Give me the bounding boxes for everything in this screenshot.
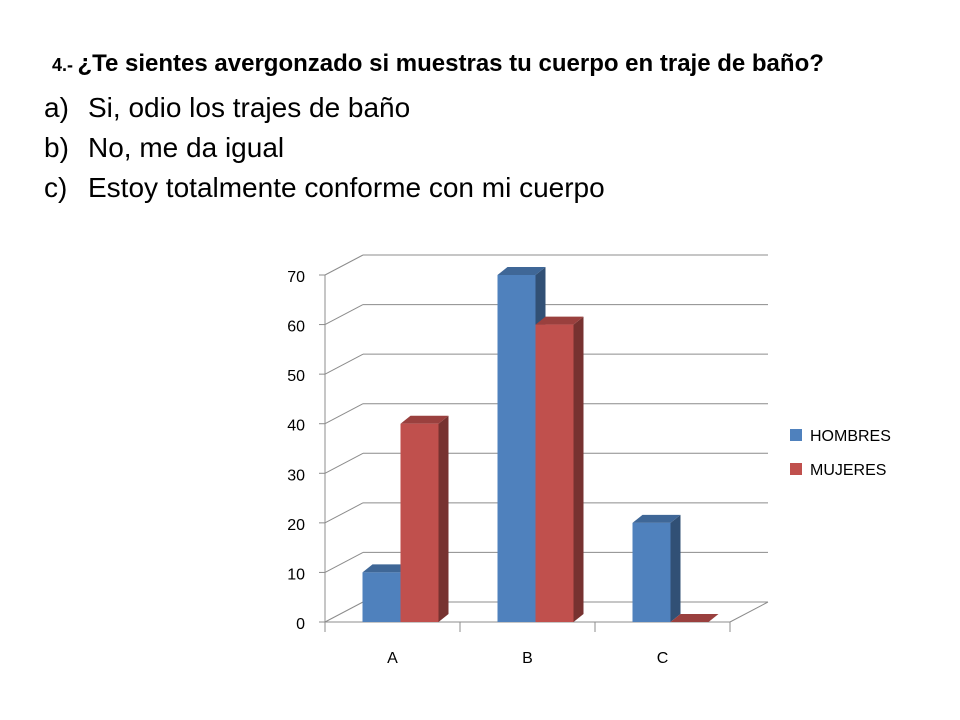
y-tick-label: 0 [296,616,305,633]
legend-label: HOMBRES [810,428,891,445]
bar [362,572,401,622]
x-tick-label: A [387,650,398,667]
option-text: Estoy totalmente conforme con mi cuerpo [88,172,605,203]
x-tick-label: C [657,650,669,667]
bar [497,275,536,622]
bar-side [438,415,449,622]
y-tick-label: 70 [287,269,305,286]
question-text: ¿Te sientes avergonzado si muestras tu c… [77,50,824,77]
bar-side [573,316,584,622]
option-b: b) No, me da igual [44,128,605,168]
y-tick-label: 50 [287,368,305,385]
option-text: Si, odio los trajes de baño [88,92,411,123]
y-tick-label: 40 [287,418,305,435]
option-letter: b) [44,132,69,163]
option-letter: c) [44,172,68,203]
legend-swatch [790,463,802,475]
bar-top [362,564,411,573]
gridline-side [324,551,364,573]
legend-swatch [790,429,802,441]
bar-top [497,267,546,275]
bar [535,324,574,622]
bar [400,423,439,622]
x-tick-label: B [522,650,533,667]
y-tick-label: 10 [287,566,305,583]
bar-top [400,415,449,424]
gridline-side [324,601,364,623]
option-letter: a) [44,92,69,123]
gridline-side [324,403,364,425]
question-number: 4.- [52,55,74,75]
y-tick-label: 30 [287,467,305,484]
legend-label: MUJERES [810,462,886,479]
bar-top [670,614,719,622]
floor-right-edge [729,601,769,623]
y-tick-label: 60 [287,319,305,336]
option-c: c) Estoy totalmente conforme con mi cuerp… [44,168,605,208]
bar-side [670,514,681,622]
bar-top [632,514,681,523]
option-a: a) Si, odio los trajes de baño [44,88,605,128]
gridline-side [324,353,364,375]
gridline-side [324,304,364,326]
gridline-side [324,452,364,474]
bar [632,522,671,622]
answer-options: a) Si, odio los trajes de baño b) No, me d… [44,88,605,208]
option-text: No, me da igual [88,132,285,163]
gridline-side [324,254,364,276]
gridline-side [324,502,364,524]
y-tick-label: 20 [287,517,305,534]
bar-top [535,316,584,325]
question-heading: 4.- ¿Te sientes avergonzado si muestras … [52,50,824,78]
